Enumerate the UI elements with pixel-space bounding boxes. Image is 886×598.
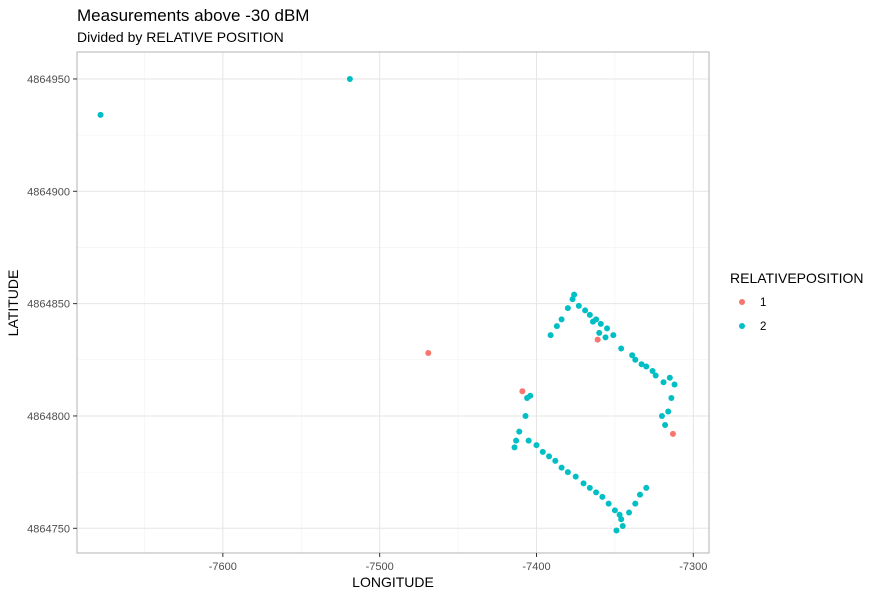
- x-axis-title: LONGITUDE: [352, 574, 434, 590]
- plot-panel: [76, 51, 710, 554]
- data-point-series-1: [594, 336, 601, 343]
- data-point-series-2: [589, 318, 596, 325]
- data-point-series-2: [626, 509, 633, 516]
- axes: -7600 -7500 -7400 -7300 4864750 4864800 486485…: [27, 74, 707, 573]
- data-point-series-2: [632, 356, 639, 363]
- data-point-series-2: [564, 305, 571, 312]
- data-point-series-2: [97, 111, 104, 118]
- gridlines: [77, 52, 709, 553]
- data-point-series-2: [575, 302, 582, 309]
- data-point-series-2: [558, 316, 565, 323]
- data-point-series-2: [539, 448, 546, 455]
- legend-key-2: [739, 323, 745, 329]
- data-point-series-2: [546, 453, 553, 460]
- data-point-series-2: [547, 332, 554, 339]
- data-point-series-2: [613, 527, 620, 534]
- data-points: [97, 75, 678, 534]
- legend: RELATIVEPOSITION 12: [730, 270, 864, 333]
- data-point-series-2: [527, 392, 534, 399]
- data-point-series-2: [558, 464, 565, 471]
- data-point-series-2: [525, 437, 532, 444]
- data-point-series-2: [662, 421, 669, 428]
- data-point-series-1: [669, 430, 676, 437]
- data-point-series-2: [599, 493, 606, 500]
- legend-key-1: [739, 299, 745, 305]
- x-tick-label: -7400: [522, 561, 550, 573]
- data-point-series-2: [652, 372, 659, 379]
- data-point-series-2: [605, 500, 612, 507]
- data-point-series-2: [649, 368, 656, 375]
- data-point-series-2: [513, 437, 520, 444]
- data-point-series-2: [638, 361, 645, 368]
- data-point-series-2: [658, 412, 665, 419]
- legend-title: RELATIVEPOSITION: [730, 270, 864, 286]
- y-tick-label: 4864900: [27, 186, 70, 198]
- x-tick-label: -7300: [679, 561, 707, 573]
- data-point-series-2: [604, 325, 611, 332]
- y-tick-label: 4864800: [27, 411, 70, 423]
- data-point-series-2: [597, 320, 604, 327]
- data-point-series-2: [593, 489, 600, 496]
- data-point-series-2: [582, 307, 589, 314]
- data-point-series-2: [643, 363, 650, 370]
- y-tick-label: 4864950: [27, 74, 70, 86]
- x-tick-label: -7500: [366, 561, 394, 573]
- y-axis-title: LATITUDE: [5, 270, 21, 337]
- data-point-series-2: [552, 457, 559, 464]
- data-point-series-2: [619, 523, 626, 530]
- data-point-series-2: [610, 332, 617, 339]
- data-point-series-2: [511, 444, 518, 451]
- data-point-series-2: [643, 484, 650, 491]
- data-point-series-1: [519, 388, 526, 395]
- legend-label-1: 1: [760, 297, 766, 309]
- data-point-series-2: [572, 473, 579, 480]
- data-point-series-2: [564, 469, 571, 476]
- data-point-series-2: [660, 379, 667, 386]
- legend-label-2: 2: [760, 321, 766, 333]
- data-point-series-2: [522, 412, 529, 419]
- data-point-series-2: [636, 491, 643, 498]
- data-point-series-2: [671, 381, 678, 388]
- x-tick-label: -7600: [209, 561, 237, 573]
- data-point-series-2: [632, 500, 639, 507]
- data-point-series-2: [596, 329, 603, 336]
- legend-items: 12: [739, 297, 766, 333]
- y-tick-label: 4864850: [27, 299, 70, 311]
- y-tick-label: 4864750: [27, 523, 70, 535]
- data-point-series-2: [602, 334, 609, 341]
- data-point-series-2: [533, 442, 540, 449]
- data-point-series-2: [571, 291, 578, 298]
- data-point-series-2: [516, 428, 523, 435]
- data-point-series-2: [553, 323, 560, 330]
- data-point-series-2: [618, 516, 625, 523]
- data-point-series-2: [580, 480, 587, 487]
- data-point-series-2: [346, 75, 353, 82]
- data-point-series-2: [668, 394, 675, 401]
- chart-title: Measurements above -30 dBM: [77, 6, 309, 25]
- chart-subtitle: Divided by RELATIVE POSITION: [77, 29, 284, 45]
- data-point-series-2: [666, 374, 673, 381]
- data-point-series-2: [586, 484, 593, 491]
- data-point-series-2: [665, 408, 672, 415]
- data-point-series-1: [425, 350, 432, 357]
- data-point-series-2: [629, 352, 636, 359]
- data-point-series-2: [611, 507, 618, 514]
- data-point-series-2: [586, 311, 593, 318]
- data-point-series-2: [618, 345, 625, 352]
